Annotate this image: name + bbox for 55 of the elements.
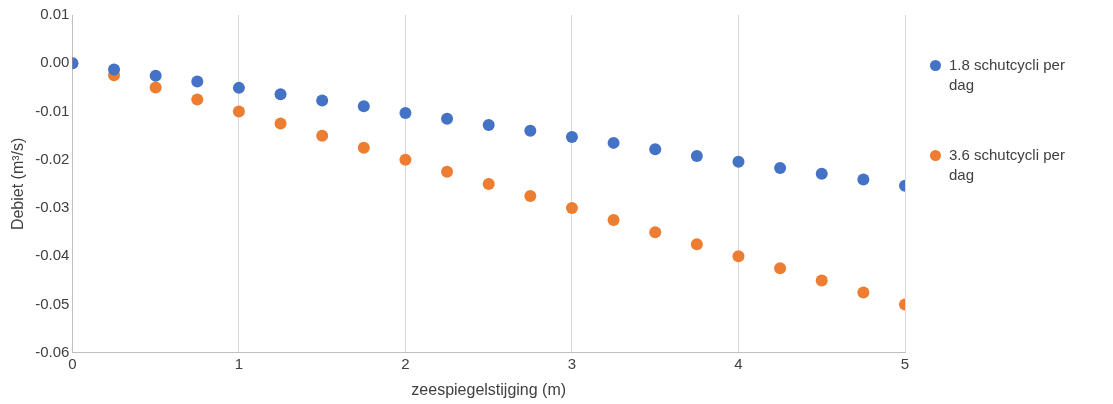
x-tick-label: 2	[401, 354, 410, 372]
x-tick-label: 0	[68, 354, 77, 372]
y-tick-label: -0.04	[35, 246, 70, 264]
point	[232, 81, 245, 94]
point	[565, 202, 578, 215]
point	[732, 155, 745, 168]
point	[357, 100, 370, 113]
point	[607, 136, 620, 149]
point	[690, 149, 703, 162]
x-tick-label: 5	[900, 354, 910, 372]
point	[732, 250, 745, 263]
point	[690, 238, 703, 251]
point	[399, 153, 412, 166]
point	[191, 75, 204, 88]
y-tick-label: -0.02	[35, 149, 70, 167]
point	[649, 143, 662, 156]
point	[441, 112, 454, 125]
x-tick-label: 3	[567, 354, 577, 372]
point	[149, 81, 162, 94]
point	[441, 165, 454, 178]
point	[857, 286, 870, 299]
y-tick-label: -0.06	[35, 342, 70, 360]
y-tick-label: 0.01	[40, 5, 70, 23]
point	[274, 88, 287, 101]
point	[191, 93, 204, 106]
point	[482, 119, 495, 132]
y-tick-label: 0.00	[40, 53, 70, 71]
point	[565, 131, 578, 144]
y-tick-label: -0.05	[35, 294, 70, 312]
point	[774, 161, 787, 174]
point	[857, 173, 870, 186]
point	[399, 106, 412, 119]
x-axis-title: zeespiegelstijging (m)	[411, 380, 567, 398]
legend-label: 1.8 schutcycli per dag	[949, 55, 1066, 95]
point	[649, 226, 662, 239]
point	[774, 262, 787, 275]
point	[815, 167, 828, 180]
point	[357, 141, 370, 154]
y-tick-label: -0.03	[35, 198, 70, 216]
legend-label: 3.6 schutcycli per dag	[949, 145, 1066, 185]
x-tick-label: 1	[234, 354, 244, 372]
point	[149, 69, 162, 82]
point	[274, 117, 287, 130]
point	[482, 177, 495, 190]
point	[316, 94, 329, 107]
point	[607, 214, 620, 227]
point	[524, 124, 537, 137]
y-axis-title: Debiet (m³/s)	[9, 137, 27, 231]
point	[524, 189, 537, 202]
point	[108, 63, 121, 76]
y-tick-label: -0.01	[35, 101, 70, 119]
point	[815, 274, 828, 287]
point	[316, 129, 329, 142]
point	[232, 105, 245, 118]
x-tick-label: 4	[734, 354, 743, 372]
